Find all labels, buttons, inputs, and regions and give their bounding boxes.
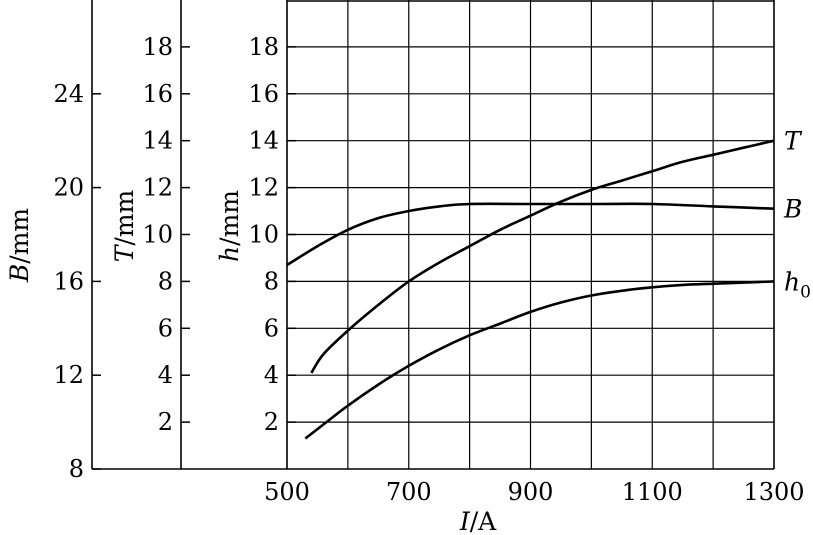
axis-title-B: B/mm [5,208,34,284]
series-label-subscript: 0 [800,282,811,302]
curve-T [310,139,775,374]
x-tick-label: 700 [386,478,432,506]
tick-label-h: 10 [248,221,279,249]
x-axis-title: I/A [459,507,497,535]
tick-label-T: 6 [158,314,173,342]
tick-label-B: 20 [53,174,84,202]
tick-label-T: 14 [142,127,173,155]
axis-title-unit: /mm [5,208,34,264]
axis-title-variable: B [5,264,34,283]
tick-label-T: 4 [158,361,173,389]
x-tick-label: 900 [508,478,554,506]
axis-title-variable: h [215,246,244,262]
axis-title-variable: T [110,243,139,262]
series-label-h0: h0 [784,267,811,302]
tick-label-T: 18 [142,33,173,61]
curves [286,139,775,440]
axis-title-h: h/mm [215,190,244,262]
series-label-B: B [783,195,802,224]
x-axis-title-variable: I [459,507,471,535]
tick-label-h: 18 [248,33,279,61]
x-tick-label: 1100 [622,478,683,506]
curve-B [286,202,775,267]
series-label-T: T [784,127,803,156]
tick-label-T: 10 [142,221,173,249]
axis-title-T: T/mm [110,189,139,262]
tick-label-h: 14 [248,127,279,155]
x-axis-title-unit: /A [470,507,497,535]
tick-label-B: 8 [69,455,84,483]
tick-label-h: 2 [264,408,279,436]
series-label-base: h [784,267,800,296]
axis-title-unit: /mm [110,189,139,245]
axis-title-unit: /mm [215,190,244,246]
tick-label-T: 12 [142,174,173,202]
tick-label-T: 16 [142,80,173,108]
tick-label-T: 2 [158,408,173,436]
tick-label-h: 6 [264,314,279,342]
x-tick-label: 1300 [743,478,804,506]
tick-label-B: 16 [53,267,84,295]
labels: T Bh0 [783,127,811,303]
plot-grid [287,0,774,469]
axes: 812162024B/mm24681012141618T/mm246810121… [5,0,805,535]
tick-label-h: 12 [248,174,279,202]
tick-label-h: 4 [264,361,279,389]
tick-label-h: 8 [264,267,279,295]
x-tick-label: 500 [264,478,310,506]
tick-label-B: 12 [53,361,84,389]
curve-h0 [304,280,775,440]
tick-label-T: 8 [158,267,173,295]
tick-label-h: 16 [248,80,279,108]
tick-label-B: 24 [53,80,84,108]
